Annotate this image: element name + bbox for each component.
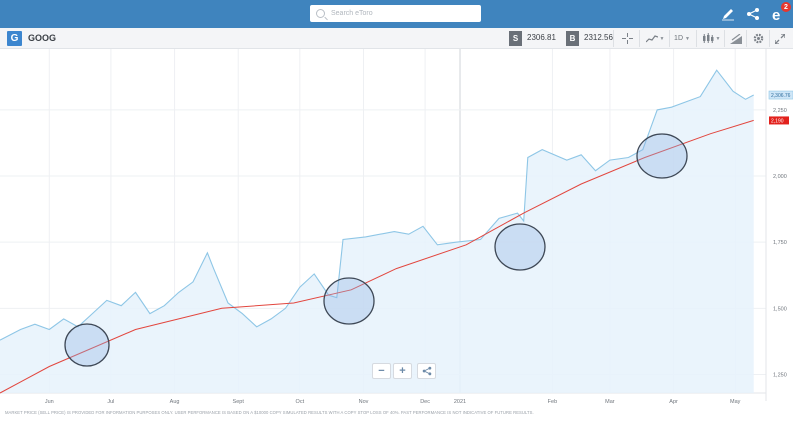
instrument-ticker: GOOG xyxy=(28,33,57,43)
edit-pencil-button[interactable] xyxy=(718,4,738,24)
moving-average-tag xyxy=(769,116,789,125)
chart-toolbar: G GOOG S 2306.81 B 2312.56 ▼ 1D ▼ ▼ xyxy=(0,28,793,49)
toolbar-divider xyxy=(696,30,697,47)
price-chart[interactable]: Jun Jul Aug Sept Oct Nov Dec 2021 Feb Mar Apr May 1… xyxy=(0,49,793,409)
notification-badge: 2 xyxy=(781,2,791,12)
sell-price: 2306.81 xyxy=(527,33,556,42)
chart-type-dropdown[interactable]: ▼ xyxy=(700,30,722,47)
chevron-down-icon: ▼ xyxy=(685,35,690,42)
x-tick-label: 2021 xyxy=(454,399,466,405)
y-tick-label: 1,250 xyxy=(773,372,787,378)
buy-label[interactable]: B xyxy=(566,31,579,46)
price-area xyxy=(0,70,754,393)
chevron-down-icon: ▼ xyxy=(659,35,665,42)
drawing-tools-button[interactable] xyxy=(727,30,744,47)
x-tick-label: Dec xyxy=(420,399,430,405)
svg-text:e: e xyxy=(772,7,780,22)
share-icon xyxy=(422,366,431,376)
x-tick-label: Sept xyxy=(233,399,245,405)
price-line xyxy=(0,69,754,341)
minus-icon: − xyxy=(378,365,385,377)
etoro-e-icon: e xyxy=(772,7,780,22)
moving-average-series-line xyxy=(0,119,754,394)
x-axis-labels: Jun Jul Aug Sept Oct Nov Dec 2021 Feb Mar Apr May xyxy=(45,399,741,405)
x-tick-label: Aug xyxy=(170,399,180,405)
share-button[interactable] xyxy=(743,4,763,24)
drawing-tools-icon xyxy=(729,33,742,44)
moving-average-tag-label: 2,190 xyxy=(771,118,784,124)
y-axis-labels: 1,250 1,500 1,750 2,000 2,250 xyxy=(773,108,787,379)
gear-icon xyxy=(753,33,763,44)
settings-button[interactable] xyxy=(750,30,766,47)
highlight-circle xyxy=(64,323,110,367)
toolbar-divider xyxy=(769,30,770,47)
price-series-line xyxy=(0,69,754,341)
chevron-down-icon: ▼ xyxy=(715,35,721,42)
y-tick-label: 2,000 xyxy=(773,174,787,180)
share-chart-button[interactable] xyxy=(417,363,436,379)
zoom-out-button[interactable]: − xyxy=(372,363,391,379)
search-input[interactable]: Search eToro xyxy=(310,5,481,22)
price-area-fill xyxy=(0,70,754,393)
x-tick-label: Nov xyxy=(359,399,369,405)
crosshair-button[interactable] xyxy=(618,30,636,47)
y-tick-label: 1,500 xyxy=(773,306,787,312)
x-tick-label: Apr xyxy=(669,399,678,405)
y-tick-label: 2,250 xyxy=(773,108,787,114)
toolbar-divider xyxy=(613,30,614,47)
sell-label[interactable]: S xyxy=(509,31,522,46)
zoom-in-button[interactable]: + xyxy=(393,363,412,379)
fullscreen-button[interactable] xyxy=(772,30,788,47)
expand-icon xyxy=(775,33,785,44)
notifications-button[interactable]: e 2 xyxy=(768,2,791,24)
indicators-icon xyxy=(645,35,658,43)
timeframe-dropdown[interactable]: 1D ▼ xyxy=(672,30,692,47)
crosshair-icon xyxy=(621,33,633,44)
search-icon xyxy=(316,9,325,18)
current-price-tag xyxy=(768,90,793,100)
highlight-circle xyxy=(636,133,688,179)
buy-price: 2312.56 xyxy=(584,33,613,42)
share-icon xyxy=(747,8,759,20)
search-placeholder: Search eToro xyxy=(331,10,373,17)
x-tick-label: Mar xyxy=(605,399,615,405)
x-tick-label: May xyxy=(730,399,741,405)
moving-average-line xyxy=(0,119,754,394)
instrument-logo: G xyxy=(7,31,22,46)
price-tags: 2,306.76 2,190 xyxy=(768,90,793,125)
toolbar-divider xyxy=(669,30,670,47)
highlight-circle xyxy=(494,223,546,271)
candlestick-icon xyxy=(702,33,714,43)
toolbar-divider xyxy=(724,30,725,47)
indicators-dropdown[interactable]: ▼ xyxy=(643,30,667,47)
y-tick-label: 1,750 xyxy=(773,240,787,246)
x-tick-label: Oct xyxy=(296,399,305,405)
timeframe-value: 1D xyxy=(674,35,683,42)
x-tick-label: Feb xyxy=(548,399,557,405)
toolbar-divider xyxy=(639,30,640,47)
highlight-circles xyxy=(64,133,688,367)
highlight-circle xyxy=(323,277,375,325)
toolbar-divider xyxy=(746,30,747,47)
x-tick-label: Jun xyxy=(45,399,54,405)
plus-icon: + xyxy=(399,365,406,377)
disclaimer-text: MARKET PRICE (SELL PRICE) IS PROVIDED FO… xyxy=(5,410,534,415)
x-tick-label: Jul xyxy=(107,399,114,405)
top-header: Search eToro e 2 xyxy=(0,0,793,28)
pencil-icon xyxy=(722,9,734,21)
current-price-tag-label: 2,306.76 xyxy=(771,93,791,99)
